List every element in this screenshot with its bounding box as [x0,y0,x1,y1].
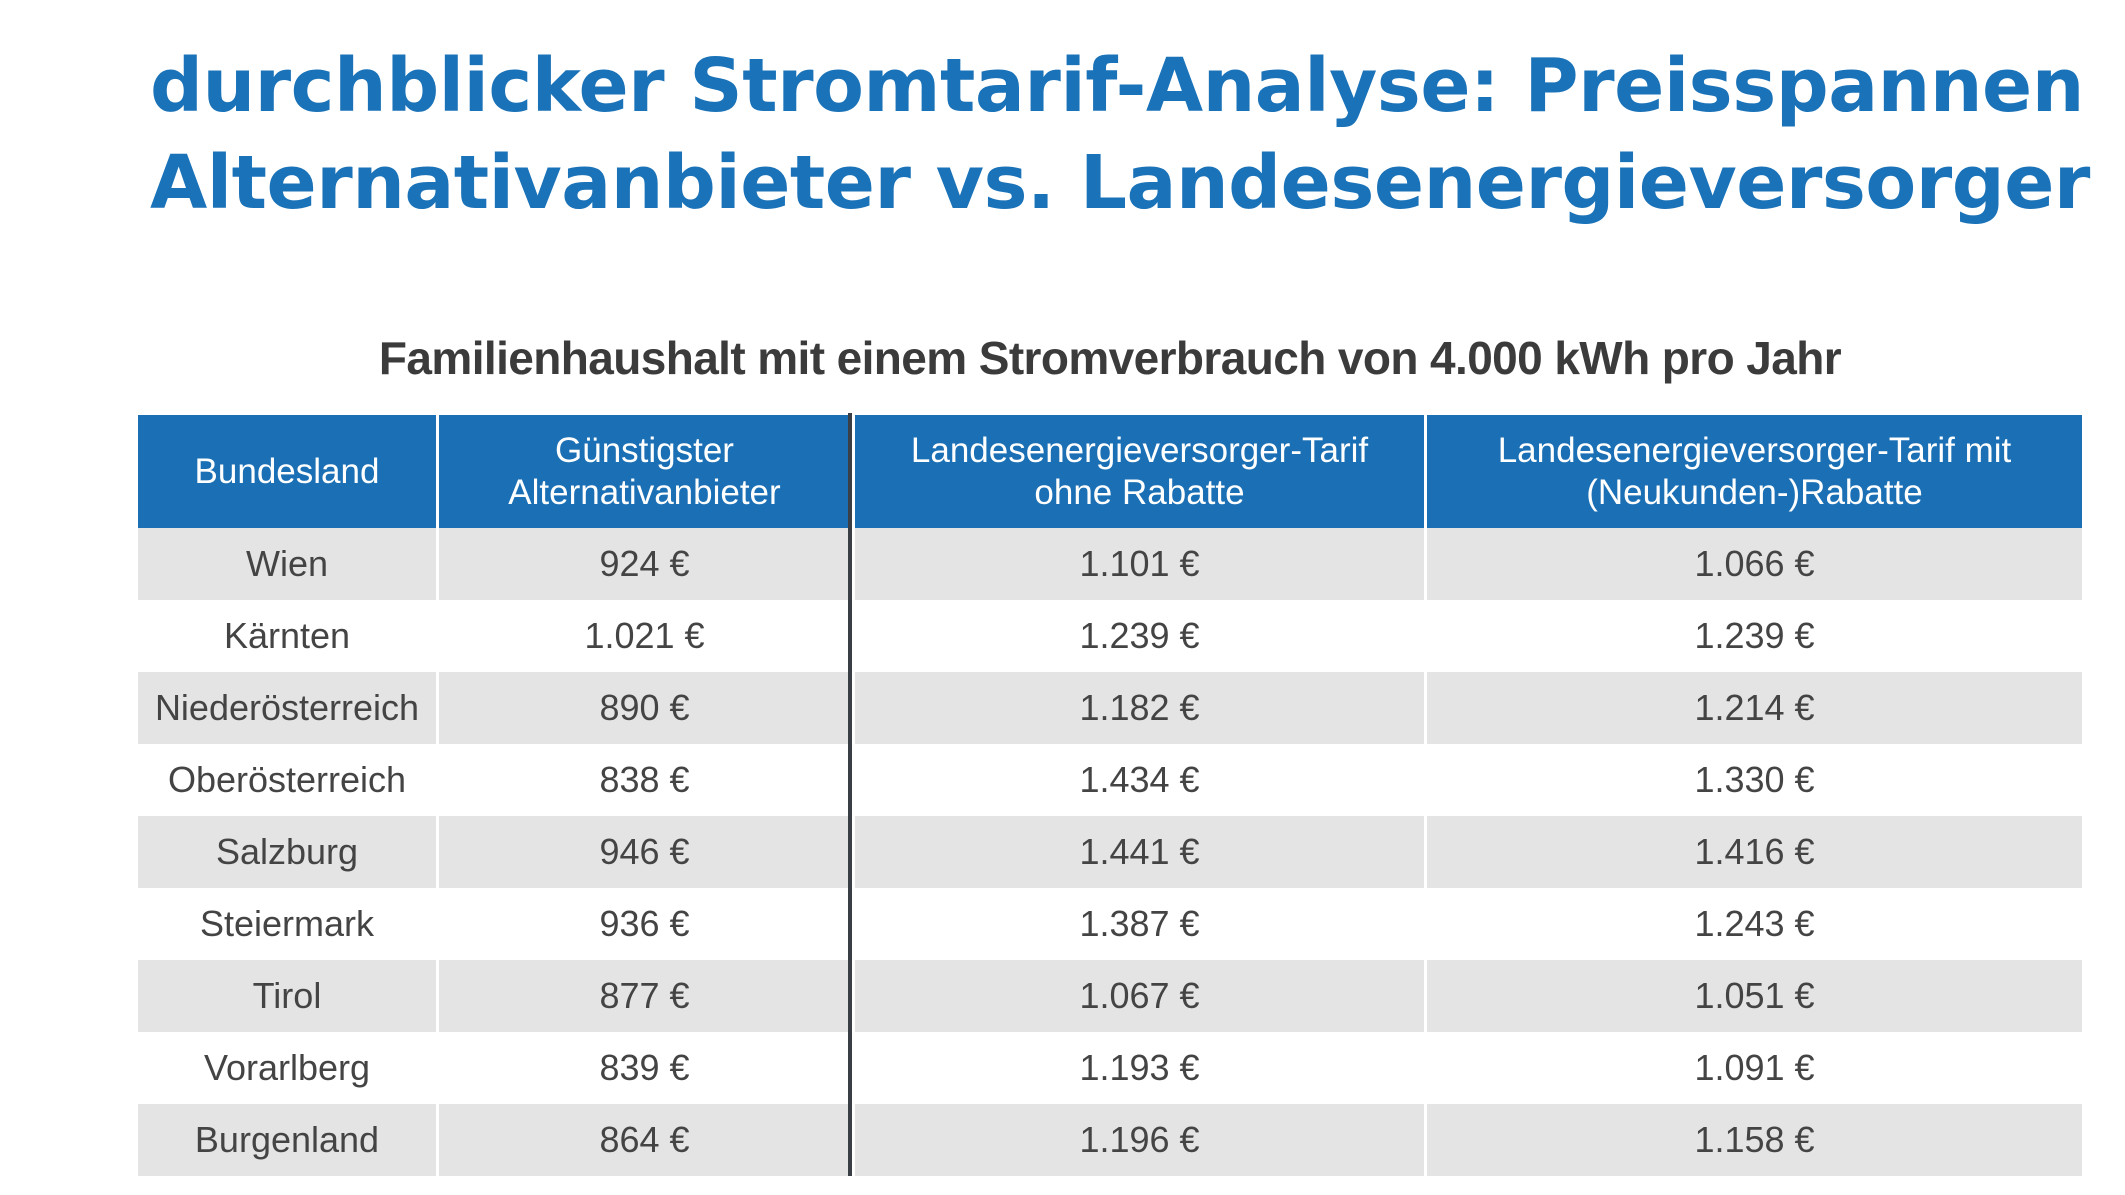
cell-incumbent-price: 1.193 € [1079,1047,1200,1088]
header-cheapest-alternative: Günstigster Alternativanbieter [439,415,850,528]
table-row: Salzburg 946 € 1.441 € 1.416 € [138,816,2082,888]
cell-state: Steiermark [199,903,375,944]
table-row: Oberösterreich 838 € 1.434 € 1.330 € [138,744,2082,816]
table-header-row: Bundesland Günstigster Alternativanbiete… [138,415,2082,528]
cell-incumbent-discount-price: 1.091 € [1694,1047,1815,1088]
cell-incumbent-discount-price: 1.158 € [1427,1104,2082,1176]
cell-state: Salzburg [138,816,436,888]
cell-state: Wien [138,528,436,600]
price-comparison-table: Bundesland Günstigster Alternativanbiete… [138,413,2082,1176]
cell-state: Niederösterreich [138,672,436,744]
cell-incumbent-price: 1.101 € [855,528,1424,600]
cell-alt-price: 946 € [439,816,850,888]
cell-incumbent-price: 1.196 € [855,1104,1424,1176]
cell-state: Burgenland [138,1104,436,1176]
table-row: Kärnten 1.021 € 1.239 € 1.239 € [138,600,2082,672]
cell-alt-price: 839 € [599,1047,690,1088]
table-row: Burgenland 864 € 1.196 € 1.158 € [138,1104,2082,1176]
cell-alt-price: 1.021 € [584,615,705,656]
cell-incumbent-discount-price: 1.066 € [1427,528,2082,600]
cell-alt-price: 890 € [439,672,850,744]
cell-alt-price: 864 € [439,1104,850,1176]
cell-incumbent-price: 1.182 € [855,672,1424,744]
column-divider-line [848,413,852,1176]
cell-incumbent-price: 1.441 € [855,816,1424,888]
title-line-1: durchblicker Stromtarif-Analyse: Preissp… [150,43,2084,129]
cell-incumbent-discount-price: 1.243 € [1694,903,1815,944]
header-incumbent-no-discount: Landesenergieversorger-Tarif ohne Rabatt… [855,415,1424,528]
cell-incumbent-price: 1.387 € [1079,903,1200,944]
cell-incumbent-discount-price: 1.330 € [1694,759,1815,800]
header-bundesland: Bundesland [138,415,436,528]
cell-state: Oberösterreich [167,759,407,800]
cell-incumbent-discount-price: 1.416 € [1427,816,2082,888]
title-line-2: Alternativanbieter vs. Landesenergievers… [150,140,2090,226]
cell-alt-price: 877 € [439,960,850,1032]
cell-alt-price: 924 € [439,528,850,600]
table-row: Vorarlberg 839 € 1.193 € 1.091 € [138,1032,2082,1104]
cell-alt-price: 936 € [599,903,690,944]
cell-alt-price: 838 € [599,759,690,800]
cell-state: Vorarlberg [203,1047,371,1088]
table-row: Niederösterreich 890 € 1.182 € 1.214 € [138,672,2082,744]
cell-incumbent-price: 1.434 € [1079,759,1200,800]
table-row: Steiermark 936 € 1.387 € 1.243 € [138,888,2082,960]
cell-state: Kärnten [223,615,351,656]
cell-state: Tirol [138,960,436,1032]
page-title: durchblicker Stromtarif-Analyse: Preissp… [150,38,2090,232]
cell-incumbent-discount-price: 1.214 € [1427,672,2082,744]
cell-incumbent-price: 1.067 € [855,960,1424,1032]
cell-incumbent-discount-price: 1.051 € [1427,960,2082,1032]
table-row: Tirol 877 € 1.067 € 1.051 € [138,960,2082,1032]
cell-incumbent-discount-price: 1.239 € [1694,615,1815,656]
table-subtitle: Familienhaushalt mit einem Stromverbrauc… [378,332,1842,384]
header-incumbent-with-discount: Landesenergieversorger-Tarif mit (Neukun… [1427,415,2082,528]
table-row: Wien 924 € 1.101 € 1.066 € [138,528,2082,600]
cell-incumbent-price: 1.239 € [1079,615,1200,656]
